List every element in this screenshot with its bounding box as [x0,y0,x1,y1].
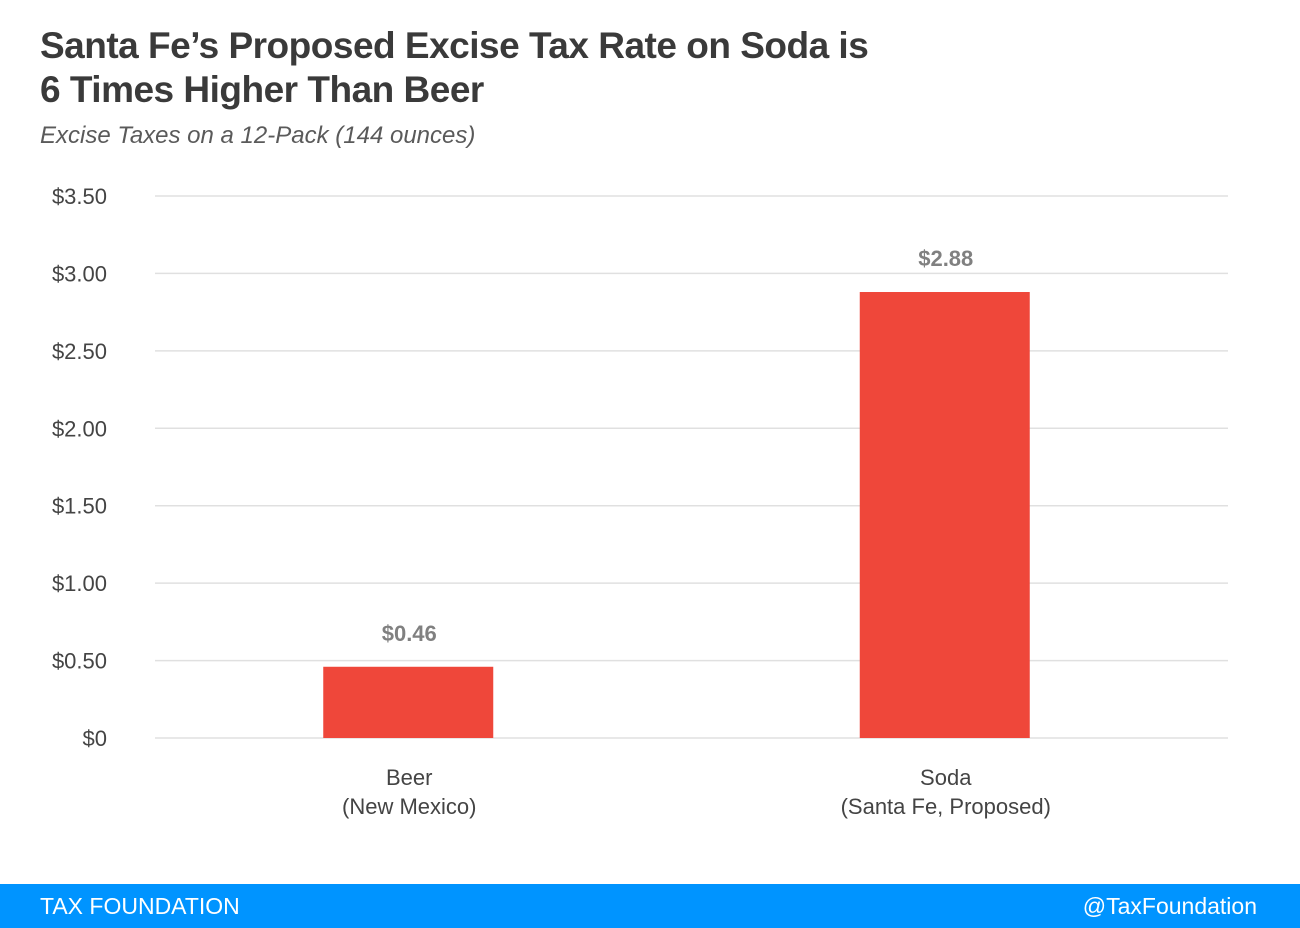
gridlines [155,195,1228,739]
value-label: $2.88 [918,246,973,271]
y-tick-label: $0 [83,726,107,751]
x-axis-labels: Beer (New Mexico) Soda (Santa Fe, Proposed) [342,765,1051,819]
footer-brand: TAX FOUNDATION [40,893,240,919]
y-tick-label: $2.00 [52,416,107,441]
category-sublabel: (Santa Fe, Proposed) [841,794,1051,819]
title: Santa Fe’s Proposed Excise Tax Rate on S… [40,24,869,112]
y-tick-label: $2.50 [52,339,107,364]
y-tick-label: $1.00 [52,571,107,596]
category-label: Soda [920,765,972,790]
y-tick-label: $3.00 [52,261,107,286]
title-line-1: Santa Fe’s Proposed Excise Tax Rate on S… [40,25,869,66]
bar [859,292,1030,738]
category-sublabel: (New Mexico) [342,794,476,819]
bar-chart: $0 $0.50 $1.00 $1.50 $2.00 $2.50 $3.00 $3.50 $0… [52,184,1228,819]
bars [323,292,1030,738]
value-label: $0.46 [382,621,437,646]
title-line-2: 6 Times Higher Than Beer [40,69,484,110]
footer-handle[interactable]: @TaxFoundation [1082,893,1257,919]
y-tick-label: $0.50 [52,649,107,674]
y-axis-ticks: $0 $0.50 $1.00 $1.50 $2.00 $2.50 $3.00 $3.50 [52,184,107,751]
category-label: Beer [386,765,432,790]
footer-bar: TAX FOUNDATION @TaxFoundation [0,884,1300,928]
bar [323,666,494,738]
value-labels: $0.46 $2.88 [382,246,974,646]
y-tick-label: $1.50 [52,494,107,519]
subtitle: Excise Taxes on a 12-Pack (144 ounces) [40,122,476,149]
y-tick-label: $3.50 [52,184,107,209]
